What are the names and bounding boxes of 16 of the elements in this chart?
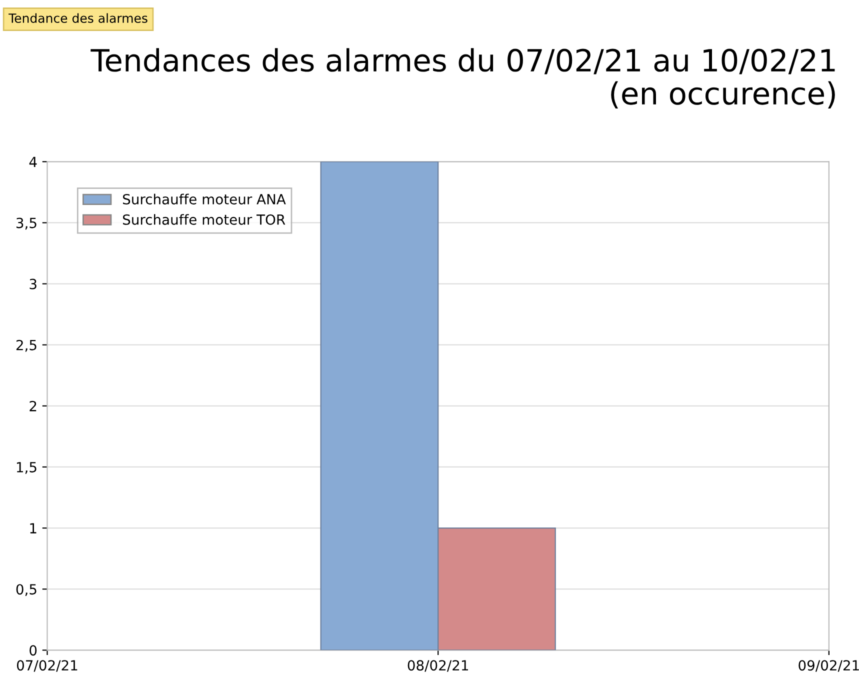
x-tick-label: 08/02/21 [408,660,468,672]
text: Tendance des alarmes [8,13,148,23]
y-tick-label: 2 [30,400,36,412]
x-tick-label: 07/02/21 [16,660,78,672]
y-tick-label: 2,5 [16,340,36,352]
legend-label: Surchauffe moteur ANA [123,194,286,204]
y-tick-label: 3,5 [16,218,36,230]
y-tick-label: 0 [30,645,37,656]
y-tick-label: 1,5 [16,462,36,474]
y-tick-label: 1 [30,523,36,534]
x-tick-label: 09/02/21 [798,660,859,672]
y-tick-label: 4 [29,156,37,167]
legend-label: Surchauffe moteur TOR [123,214,286,225]
y-tick-label: 0,5 [16,584,36,596]
chart-title: Tendances des alarmes du 07/02/21 au 10/02/21 (en occurence) [90,48,835,108]
y-tick-label: 3 [30,278,36,290]
